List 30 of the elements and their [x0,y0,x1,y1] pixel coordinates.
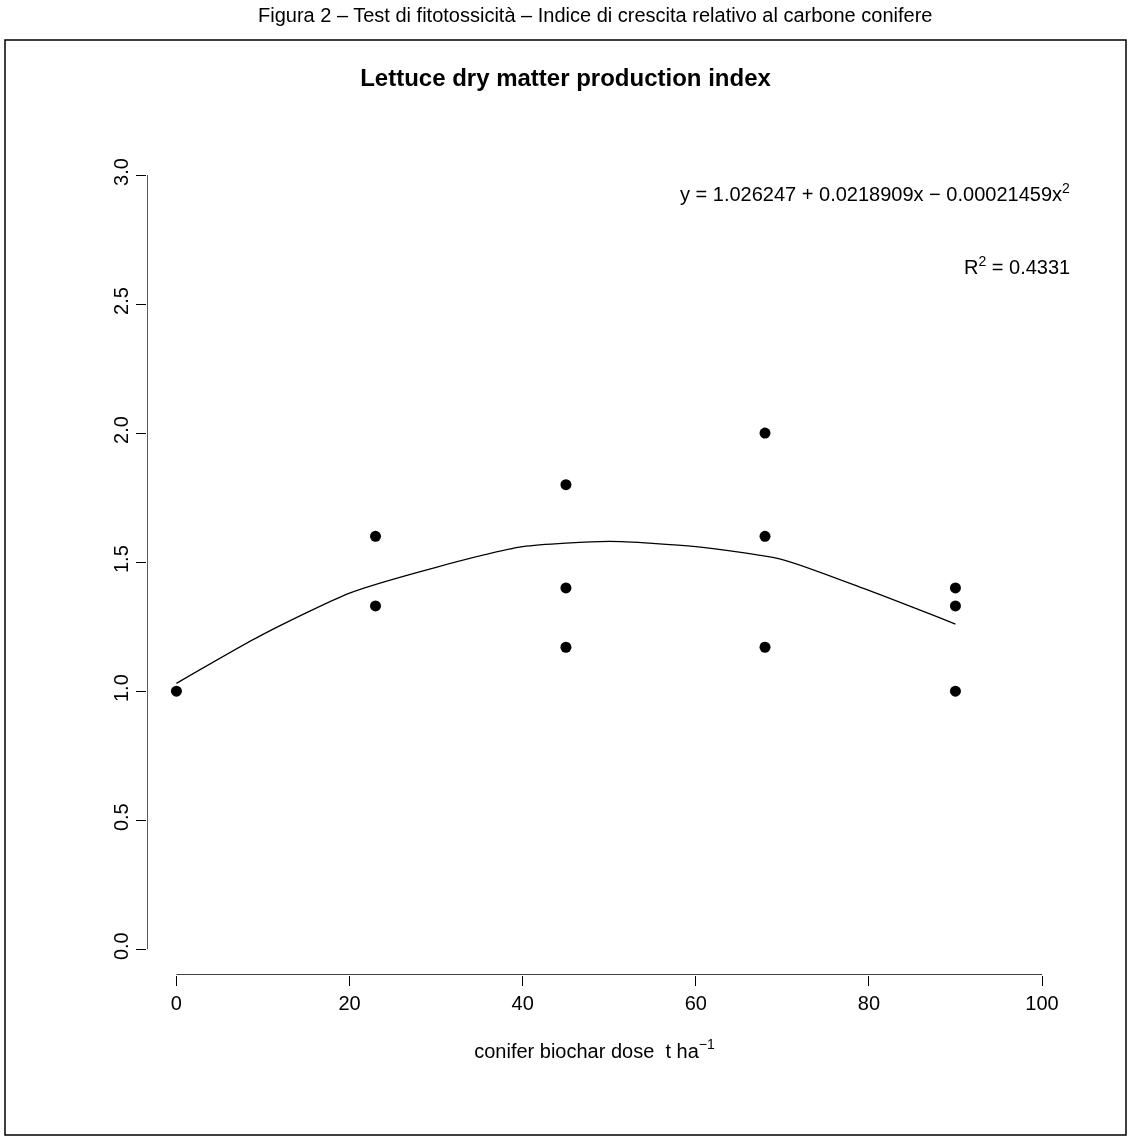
y-tick-label: 1.0 [110,674,132,703]
point [560,582,572,594]
x-axis-title: conifer biochar dose t ha$^{−1}$ [474,1036,715,1062]
x-tick-label: 20 [338,992,361,1014]
point [170,685,182,697]
y-tick-label: 2.0 [110,416,132,444]
point [560,479,572,491]
point [949,582,961,594]
y-tick-label: 0.0 [110,932,132,961]
annotation: y = 1.026247 + 0.0218909x − 0.00021459x$^{2}$ [680,180,1071,206]
x-tick-label: 40 [511,992,534,1014]
x-tick-label: 0 [170,992,182,1014]
text: Figura 2 – Test di fitotossicità – Indice di crescita relativo al carbone conifere [258,4,933,26]
x-tick-label: 60 [684,992,707,1014]
point [370,530,382,542]
chart-title: Lettuce dry matter production index [360,64,772,92]
point [949,600,961,612]
point [949,685,961,697]
point [759,427,771,439]
y-tick-label: 2.5 [110,287,132,315]
y-tick-label: 1.5 [110,545,132,574]
annotation: R$^{2}$ = 0.4331 [964,253,1071,279]
point [370,600,382,612]
y-tick-label: 3.0 [110,158,132,186]
point [759,641,771,653]
x-tick-label: 80 [857,992,881,1014]
point [560,641,572,653]
x-tick-label: 100 [1025,992,1059,1014]
y-tick-label: 0.5 [110,803,132,832]
point [759,530,771,542]
